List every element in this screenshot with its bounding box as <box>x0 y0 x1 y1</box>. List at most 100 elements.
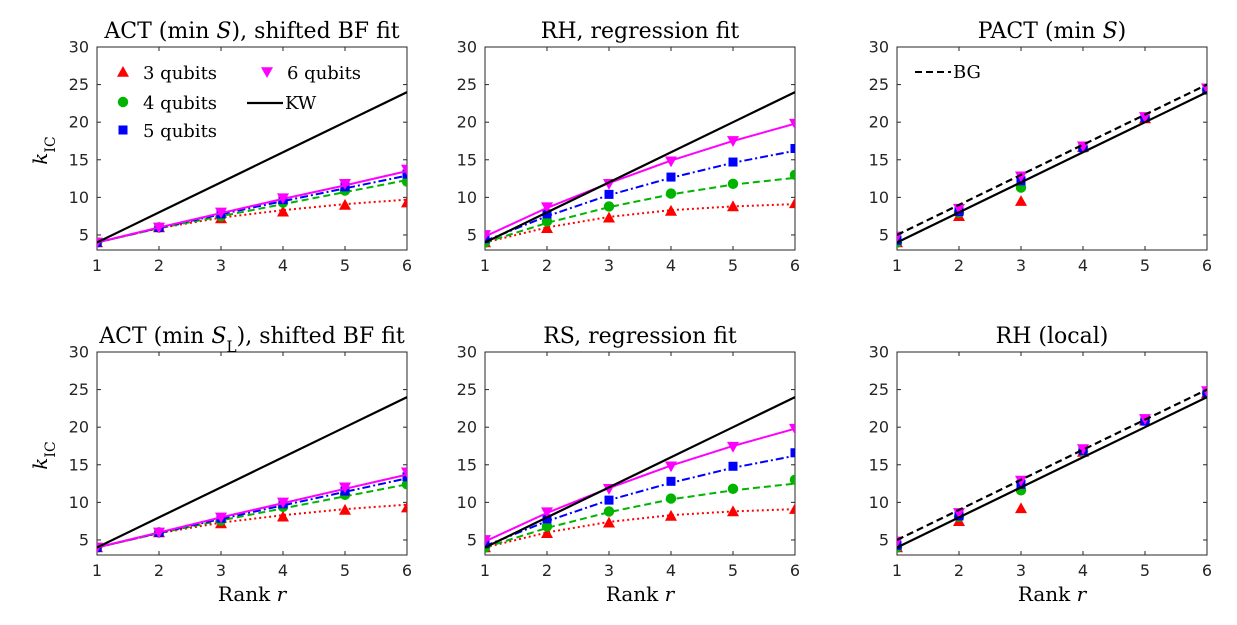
data-point-4-qubits <box>541 216 553 227</box>
data-point-5-qubits <box>790 448 795 458</box>
legend-label: 3 qubits <box>143 63 217 84</box>
legend-marker <box>261 67 273 78</box>
y-tick-label: 15 <box>457 150 477 169</box>
data-point-4-qubits <box>401 479 407 490</box>
data-point-4-qubits <box>603 506 615 517</box>
data-point-5-qubits <box>402 472 407 482</box>
axes-box <box>96 351 408 556</box>
x-tick-label: 3 <box>1016 561 1026 580</box>
y-tick-label: 30 <box>869 343 889 362</box>
data-point-6-qubits <box>401 164 407 176</box>
legend-marker <box>117 96 129 108</box>
plot-area <box>897 83 1207 248</box>
x-tick-label: 6 <box>402 561 412 580</box>
data-point-3-qubits <box>1015 195 1027 206</box>
data-point-3-qubits <box>665 204 677 216</box>
legend-marker <box>118 125 128 135</box>
y-axis-label: kIC <box>28 441 59 469</box>
data-point-6-qubits <box>339 179 351 190</box>
y-tick-label: 20 <box>69 113 89 132</box>
data-point-6-qubits <box>153 222 165 234</box>
y-tick-label: 25 <box>457 380 477 399</box>
panel-title: RS, regression fit <box>543 324 737 349</box>
data-point-3-qubits <box>727 505 739 517</box>
x-tick-label: 2 <box>542 256 552 275</box>
data-point-5-qubits <box>728 461 738 471</box>
legend-entry-bg: BG <box>915 62 981 83</box>
plot-area <box>485 396 795 553</box>
x-tick-label: 5 <box>340 256 350 275</box>
data-point-3-qubits <box>665 509 677 521</box>
series-line-kw <box>97 396 407 549</box>
data-point-5-qubits <box>485 539 490 549</box>
data-point-3-qubits <box>789 503 795 514</box>
data-point-6-qubits <box>339 482 351 494</box>
series-line-6-qubits <box>97 170 407 244</box>
series-line-4-qubits <box>97 179 407 244</box>
legend-entry-3-qubits: 3 qubits <box>117 63 217 84</box>
y-tick-label: 15 <box>869 455 889 474</box>
x-tick-label: 6 <box>790 256 800 275</box>
series-line-3-qubits <box>485 203 795 244</box>
series-line-kw <box>485 396 795 549</box>
legend-entry-4-qubits: 4 qubits <box>117 93 217 114</box>
panel-title: PACT (min S) <box>978 19 1127 44</box>
series-line-bg <box>897 388 1207 541</box>
y-axis-label: kIC <box>28 136 59 164</box>
series-line-kw <box>897 396 1207 549</box>
series-line-4-qubits <box>485 176 795 244</box>
y-tick-label: 30 <box>69 343 89 362</box>
legend-entry-kw: KW <box>247 93 317 114</box>
y-tick-label: 30 <box>457 343 477 362</box>
panel-5: 1 2 3 4 5 6 5 10 15 20 25 30 RS, regression fit Rank … <box>457 324 800 606</box>
panel-4: 1 2 3 4 5 6 5 10 15 20 25 30 ACT (min SL​), shifted … <box>28 324 412 606</box>
x-tick-label: 1 <box>480 256 490 275</box>
y-tick-label: 15 <box>457 455 477 474</box>
legend-label: 6 qubits <box>287 63 361 84</box>
panel-title: ACT (min S), shifted BF fit <box>103 19 399 44</box>
data-point-5-qubits <box>604 495 614 505</box>
y-tick-label: 5 <box>467 530 477 549</box>
data-point-4-qubits <box>541 521 553 532</box>
data-point-3-qubits <box>603 516 615 528</box>
y-tick-label: 5 <box>467 225 477 244</box>
x-tick-label: 6 <box>1202 561 1212 580</box>
data-point-6-qubits <box>277 193 289 205</box>
data-point-6-qubits <box>1201 386 1207 398</box>
data-point-3-qubits <box>339 198 351 210</box>
series-line-3-qubits <box>97 503 407 549</box>
legend-label: BG <box>953 62 981 83</box>
y-tick-label: 10 <box>869 493 889 512</box>
axes-box <box>896 351 1208 556</box>
panel-6: 1 2 3 4 5 6 5 10 15 20 25 30 RH (local) Rank r <box>869 324 1212 606</box>
y-tick-label: 5 <box>879 225 889 244</box>
x-tick-label: 2 <box>154 561 164 580</box>
x-tick-label: 6 <box>790 561 800 580</box>
x-axis-label: Rank r <box>218 582 288 606</box>
y-tick-label: 25 <box>869 75 889 94</box>
data-point-3-qubits <box>401 196 407 208</box>
panel-2: 1 2 3 4 5 6 5 10 15 20 25 30 RH, regression fit <box>457 19 800 275</box>
y-tick-label: 10 <box>457 493 477 512</box>
y-tick-label: 5 <box>79 530 89 549</box>
x-tick-label: 2 <box>954 256 964 275</box>
panel-title: ACT (min SL​), shifted BF fit <box>98 324 405 356</box>
x-tick-label: 2 <box>154 256 164 275</box>
x-tick-label: 4 <box>666 561 676 580</box>
y-tick-label: 15 <box>69 150 89 169</box>
data-point-4-qubits <box>401 176 407 187</box>
x-tick-label: 5 <box>728 256 738 275</box>
series-line-kw <box>485 91 795 244</box>
y-tick-label: 10 <box>69 493 89 512</box>
data-point-5-qubits <box>542 514 552 524</box>
data-point-6-qubits <box>485 535 491 546</box>
legend-label: KW <box>285 93 317 114</box>
data-point-3-qubits <box>1015 502 1027 514</box>
series-line-4-qubits <box>97 483 407 549</box>
x-tick-label: 4 <box>666 256 676 275</box>
series-line-4-qubits <box>485 482 795 549</box>
axes-box <box>96 46 408 251</box>
data-point-4-qubits <box>789 474 795 486</box>
data-point-4-qubits <box>603 201 615 212</box>
